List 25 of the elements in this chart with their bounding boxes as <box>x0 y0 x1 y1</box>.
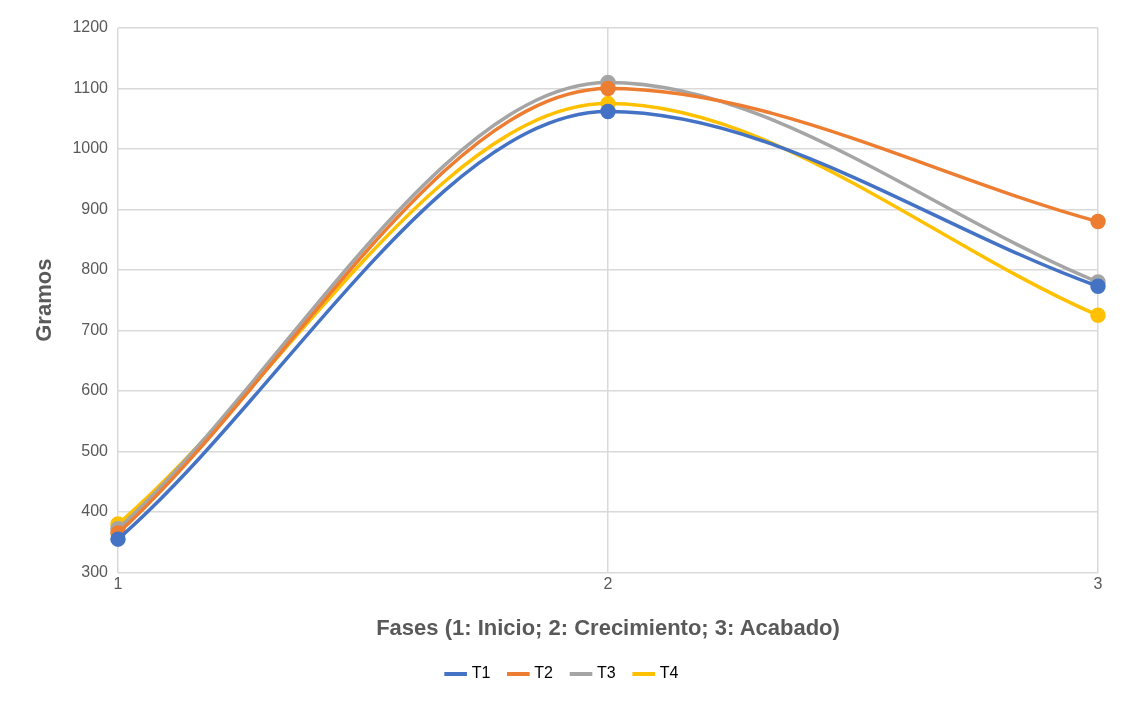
point <box>1090 307 1106 324</box>
x-tick-label: 3 <box>1093 575 1103 593</box>
x-tick-label: 1 <box>113 575 123 593</box>
y-tick-label: 300 <box>81 562 109 580</box>
x-axis-title: Fases (1: Inicio; 2: Crecimiento; 3: Acabado) <box>376 614 840 640</box>
legend-label: T1 <box>471 664 491 682</box>
y-axis-title: Gramos <box>31 258 57 342</box>
y-tick-label: 900 <box>81 199 109 217</box>
legend-label: T4 <box>659 664 679 682</box>
y-tick-label: 600 <box>81 381 109 399</box>
point <box>1090 213 1106 230</box>
point <box>110 531 126 547</box>
y-tick-label: 1200 <box>72 18 109 36</box>
y-tick-label: 400 <box>81 502 109 520</box>
y-tick-label: 800 <box>81 260 109 278</box>
y-tick-label: 500 <box>81 441 109 459</box>
legend-label: T3 <box>597 664 616 682</box>
x-tick-label: 2 <box>603 575 613 593</box>
y-tick-label: 1000 <box>72 139 109 157</box>
point <box>600 103 616 120</box>
y-tick-label: 700 <box>81 320 109 338</box>
y-tick-label: 1100 <box>73 78 109 96</box>
legend-label: T2 <box>534 664 554 682</box>
point <box>600 80 616 97</box>
point <box>1090 278 1106 295</box>
